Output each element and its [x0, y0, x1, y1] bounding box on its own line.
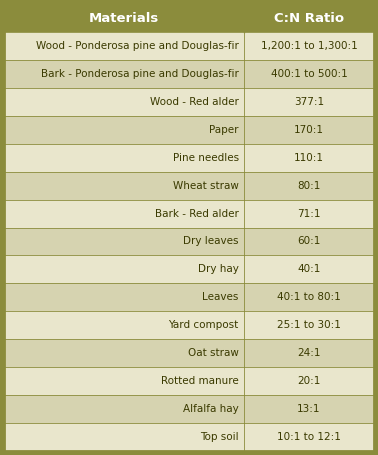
Text: 80:1: 80:1	[297, 181, 321, 191]
Text: Materials: Materials	[89, 11, 159, 25]
Text: 60:1: 60:1	[297, 237, 321, 247]
Bar	[4, 339, 374, 367]
Text: Top soil: Top soil	[200, 432, 239, 442]
Text: 40:1: 40:1	[297, 264, 321, 274]
Bar	[4, 88, 374, 116]
Text: 110:1: 110:1	[294, 153, 324, 163]
Bar	[4, 255, 374, 283]
Bar	[4, 228, 374, 255]
Bar	[4, 172, 374, 200]
Text: Rotted manure: Rotted manure	[161, 376, 239, 386]
Text: Oat straw: Oat straw	[188, 348, 239, 358]
Bar	[4, 395, 374, 423]
Text: Wheat straw: Wheat straw	[173, 181, 239, 191]
Text: 40:1 to 80:1: 40:1 to 80:1	[277, 293, 341, 303]
Text: Yard compost: Yard compost	[169, 320, 239, 330]
Text: 24:1: 24:1	[297, 348, 321, 358]
Text: Pine needles: Pine needles	[173, 153, 239, 163]
Text: Alfalfa hay: Alfalfa hay	[183, 404, 239, 414]
Text: Dry leaves: Dry leaves	[183, 237, 239, 247]
Text: 170:1: 170:1	[294, 125, 324, 135]
Text: Leaves: Leaves	[202, 293, 239, 303]
Text: Dry hay: Dry hay	[198, 264, 239, 274]
Bar	[4, 200, 374, 228]
Bar	[4, 144, 374, 172]
Text: 71:1: 71:1	[297, 208, 321, 218]
Text: C:N Ratio: C:N Ratio	[274, 11, 344, 25]
Bar	[4, 32, 374, 60]
Bar	[4, 311, 374, 339]
Text: 1,200:1 to 1,300:1: 1,200:1 to 1,300:1	[260, 41, 357, 51]
Text: Paper: Paper	[209, 125, 239, 135]
Bar	[4, 367, 374, 395]
Bar	[4, 116, 374, 144]
Text: 400:1 to 500:1: 400:1 to 500:1	[271, 69, 347, 79]
Text: Bark - Ponderosa pine and Douglas-fir: Bark - Ponderosa pine and Douglas-fir	[41, 69, 239, 79]
Text: Bark - Red alder: Bark - Red alder	[155, 208, 239, 218]
Text: 20:1: 20:1	[297, 376, 321, 386]
Text: Wood - Red alder: Wood - Red alder	[150, 97, 239, 107]
Text: 10:1 to 12:1: 10:1 to 12:1	[277, 432, 341, 442]
Bar	[4, 283, 374, 311]
Text: Wood - Ponderosa pine and Douglas-fir: Wood - Ponderosa pine and Douglas-fir	[36, 41, 239, 51]
Text: 13:1: 13:1	[297, 404, 321, 414]
Bar	[4, 4, 374, 32]
Text: 377:1: 377:1	[294, 97, 324, 107]
Text: 25:1 to 30:1: 25:1 to 30:1	[277, 320, 341, 330]
Bar	[4, 60, 374, 88]
Bar	[4, 423, 374, 451]
